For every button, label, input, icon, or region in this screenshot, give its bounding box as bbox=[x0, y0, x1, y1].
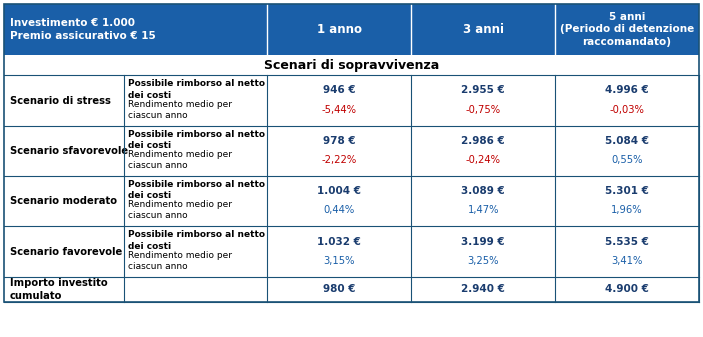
Text: 0,44%: 0,44% bbox=[323, 205, 355, 215]
Text: Possibile rimborso al netto
dei costi: Possibile rimborso al netto dei costi bbox=[127, 231, 264, 250]
Text: -0,24%: -0,24% bbox=[465, 155, 501, 165]
Bar bbox=[4, 277, 699, 302]
Text: Scenario moderato: Scenario moderato bbox=[10, 196, 117, 206]
Text: 3.089 €: 3.089 € bbox=[461, 186, 505, 196]
Text: 980 €: 980 € bbox=[323, 284, 356, 295]
Bar bbox=[4, 4, 699, 302]
Text: Scenario sfavorevole: Scenario sfavorevole bbox=[10, 146, 128, 156]
Text: Rendimento medio per
ciascun anno: Rendimento medio per ciascun anno bbox=[127, 150, 231, 170]
Text: 4.900 €: 4.900 € bbox=[605, 284, 649, 295]
Text: Possibile rimborso al netto
dei costi: Possibile rimborso al netto dei costi bbox=[127, 180, 264, 200]
Text: 3 anni: 3 anni bbox=[463, 23, 504, 36]
Text: -0,75%: -0,75% bbox=[465, 104, 501, 115]
Text: 5.535 €: 5.535 € bbox=[605, 237, 649, 246]
Text: 5 anni
(Periodo di detenzione
raccomandato): 5 anni (Periodo di detenzione raccomanda… bbox=[560, 12, 694, 47]
Text: 5.301 €: 5.301 € bbox=[605, 186, 649, 196]
Text: 1,96%: 1,96% bbox=[611, 205, 643, 215]
Bar bbox=[4, 55, 699, 75]
Text: 1.004 €: 1.004 € bbox=[317, 186, 361, 196]
Text: 5.084 €: 5.084 € bbox=[605, 136, 649, 146]
Text: 1,47%: 1,47% bbox=[467, 205, 499, 215]
Text: Rendimento medio per
ciascun anno: Rendimento medio per ciascun anno bbox=[127, 99, 231, 120]
Text: 1.032 €: 1.032 € bbox=[317, 237, 361, 246]
Text: 946 €: 946 € bbox=[323, 86, 356, 95]
Bar bbox=[4, 75, 699, 126]
Bar bbox=[4, 126, 699, 176]
Text: 2.986 €: 2.986 € bbox=[461, 136, 505, 146]
Text: -2,22%: -2,22% bbox=[322, 155, 357, 165]
Text: 0,55%: 0,55% bbox=[612, 155, 643, 165]
Text: 3,41%: 3,41% bbox=[612, 256, 643, 266]
Text: 3,15%: 3,15% bbox=[323, 256, 355, 266]
Text: -0,03%: -0,03% bbox=[610, 104, 645, 115]
Text: Rendimento medio per
ciascun anno: Rendimento medio per ciascun anno bbox=[127, 251, 231, 271]
Bar bbox=[4, 226, 699, 277]
Text: Rendimento medio per
ciascun anno: Rendimento medio per ciascun anno bbox=[127, 200, 231, 220]
Text: Scenario di stress: Scenario di stress bbox=[10, 96, 111, 105]
Bar bbox=[555, 4, 699, 55]
Text: -5,44%: -5,44% bbox=[322, 104, 357, 115]
Text: 4.996 €: 4.996 € bbox=[605, 86, 649, 95]
Text: 3.199 €: 3.199 € bbox=[461, 237, 505, 246]
Bar bbox=[4, 176, 699, 226]
Bar bbox=[267, 4, 411, 55]
Bar bbox=[4, 4, 267, 55]
Text: Scenari di sopravvivenza: Scenari di sopravvivenza bbox=[264, 59, 439, 72]
Text: Importo investito
cumulato: Importo investito cumulato bbox=[10, 278, 108, 301]
Text: 978 €: 978 € bbox=[323, 136, 356, 146]
Text: Possibile rimborso al netto
dei costi: Possibile rimborso al netto dei costi bbox=[127, 80, 264, 99]
Text: 2.955 €: 2.955 € bbox=[461, 86, 505, 95]
Text: Possibile rimborso al netto
dei costi: Possibile rimborso al netto dei costi bbox=[127, 130, 264, 150]
Text: Scenario favorevole: Scenario favorevole bbox=[10, 247, 122, 256]
Text: Investimento € 1.000
Premio assicurativo € 15: Investimento € 1.000 Premio assicurativo… bbox=[10, 18, 156, 41]
Text: 1 anno: 1 anno bbox=[317, 23, 362, 36]
Bar bbox=[411, 4, 555, 55]
Text: 3,25%: 3,25% bbox=[467, 256, 499, 266]
Text: 2.940 €: 2.940 € bbox=[461, 284, 505, 295]
